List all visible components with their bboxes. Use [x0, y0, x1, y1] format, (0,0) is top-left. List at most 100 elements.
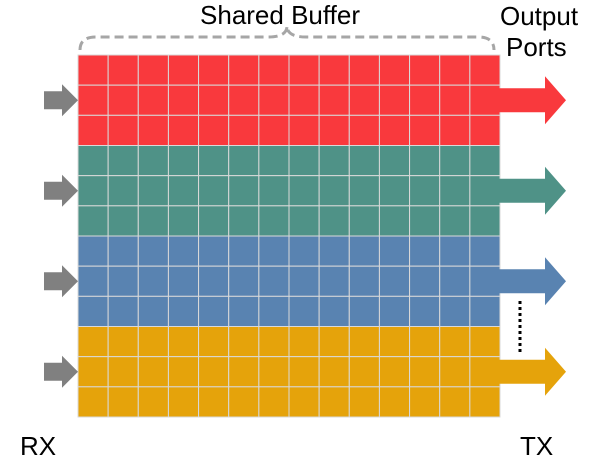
- buffer-cell: [198, 114, 230, 147]
- buffer-cell: [288, 205, 320, 237]
- buffer-cell: [107, 386, 139, 418]
- buffer-cell: [137, 84, 169, 116]
- buffer-cell: [409, 84, 441, 116]
- buffer-cell: [288, 54, 320, 86]
- buffer-cell: [439, 265, 471, 297]
- buffer-cell: [258, 326, 290, 358]
- shared-buffer-brace: [78, 25, 496, 51]
- output-port-arrow: [495, 166, 566, 215]
- buffer-cell: [348, 54, 380, 86]
- buffer-cell: [409, 175, 441, 207]
- buffer-cell: [258, 356, 290, 388]
- buffer-cell: [439, 205, 471, 237]
- tx-label: TX: [520, 431, 554, 461]
- buffer-cell: [258, 114, 290, 147]
- buffer-cell: [288, 235, 320, 267]
- buffer-cell: [228, 356, 260, 388]
- buffer-cell: [198, 54, 230, 86]
- buffer-cell: [288, 114, 320, 147]
- buffer-cell: [258, 175, 290, 207]
- buffer-cell: [318, 386, 350, 418]
- buffer-cell: [228, 84, 260, 116]
- buffer-cell: [228, 386, 260, 418]
- buffer-cell: [107, 326, 139, 358]
- buffer-cell: [77, 145, 109, 177]
- buffer-cell: [107, 265, 139, 297]
- buffer-cell: [469, 295, 501, 328]
- buffer-cell: [258, 386, 290, 418]
- buffer-cell: [198, 356, 230, 388]
- buffer-cell: [469, 326, 501, 358]
- buffer-cell: [228, 54, 260, 86]
- buffer-cell: [228, 205, 260, 237]
- buffer-cell: [77, 84, 109, 116]
- queue-block: [77, 235, 501, 328]
- buffer-cell: [348, 265, 380, 297]
- buffer-cell: [318, 145, 350, 177]
- buffer-cell: [348, 386, 380, 418]
- buffer-cell: [198, 175, 230, 207]
- buffer-cell: [167, 84, 200, 116]
- buffer-cell: [167, 235, 200, 267]
- buffer-cell: [107, 114, 139, 147]
- buffer-cell: [439, 54, 471, 86]
- output-port-arrow: [495, 347, 566, 396]
- rx-input-arrow: [44, 355, 78, 388]
- buffer-cell: [409, 114, 441, 147]
- buffer-cell: [167, 326, 200, 358]
- input-arrows: [44, 84, 78, 388]
- queue-blocks: [77, 54, 501, 418]
- buffer-cell: [258, 84, 290, 116]
- buffer-cell: [378, 386, 411, 418]
- buffer-cell: [469, 386, 501, 418]
- output-arrows: [495, 76, 566, 396]
- buffer-cell: [137, 356, 169, 388]
- buffer-cell: [77, 356, 109, 388]
- buffer-cell: [469, 235, 501, 267]
- buffer-cell: [77, 175, 109, 207]
- buffer-cell: [439, 175, 471, 207]
- buffer-cell: [378, 326, 411, 358]
- buffer-cell: [107, 84, 139, 116]
- buffer-cell: [288, 175, 320, 207]
- buffer-cell: [77, 114, 109, 147]
- buffer-cell: [107, 54, 139, 86]
- buffer-cell: [107, 356, 139, 388]
- buffer-cell: [107, 145, 139, 177]
- buffer-cell: [378, 356, 411, 388]
- buffer-cell: [469, 114, 501, 147]
- buffer-cell: [107, 175, 139, 207]
- buffer-cell: [348, 84, 380, 116]
- buffer-cell: [409, 326, 441, 358]
- output-port-arrow: [495, 257, 566, 306]
- buffer-cell: [258, 54, 290, 86]
- buffer-cell: [77, 295, 109, 328]
- buffer-cell: [198, 84, 230, 116]
- buffer-cell: [318, 326, 350, 358]
- buffer-cell: [228, 175, 260, 207]
- rx-input-arrow: [44, 84, 78, 117]
- buffer-cell: [77, 326, 109, 358]
- rx-input-arrow: [44, 174, 78, 207]
- buffer-cell: [77, 386, 109, 418]
- queue-block: [77, 145, 501, 237]
- buffer-cell: [198, 326, 230, 358]
- buffer-cell: [137, 265, 169, 297]
- buffer-cell: [409, 54, 441, 86]
- buffer-cell: [288, 265, 320, 297]
- buffer-cell: [409, 235, 441, 267]
- buffer-cell: [439, 114, 471, 147]
- buffer-cell: [288, 295, 320, 328]
- buffer-cell: [137, 326, 169, 358]
- buffer-cell: [198, 265, 230, 297]
- buffer-cell: [469, 54, 501, 86]
- buffer-cell: [318, 114, 350, 147]
- output-ports-label-line1: Output: [500, 1, 579, 31]
- buffer-cell: [378, 295, 411, 328]
- buffer-cell: [439, 356, 471, 388]
- buffer-cell: [77, 235, 109, 267]
- buffer-cell: [198, 235, 230, 267]
- buffer-cell: [167, 295, 200, 328]
- buffer-cell: [318, 54, 350, 86]
- buffer-cell: [409, 265, 441, 297]
